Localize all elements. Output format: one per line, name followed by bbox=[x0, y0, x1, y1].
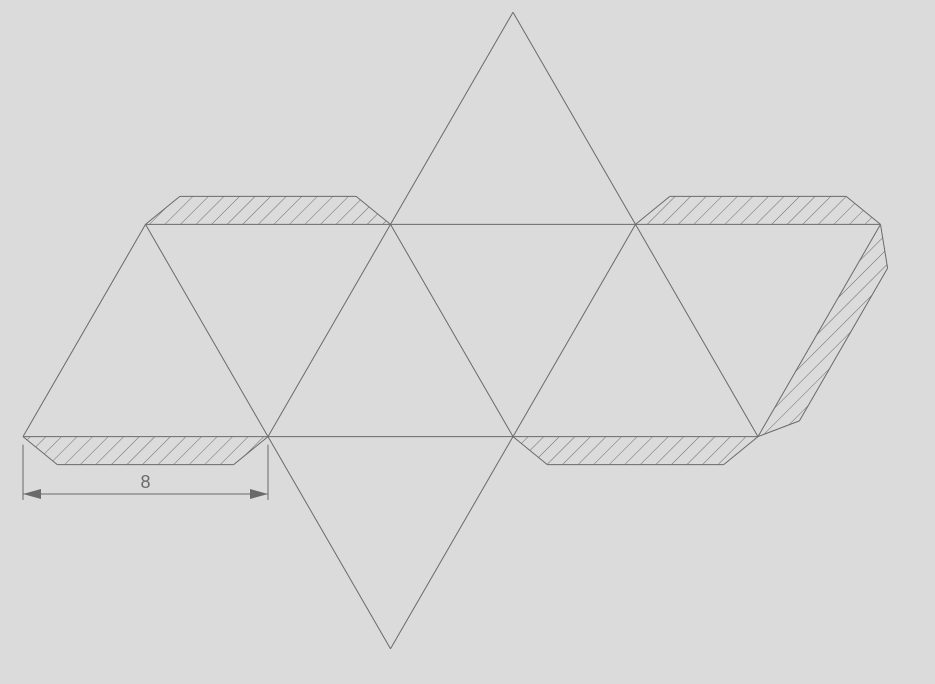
glue-tab bbox=[758, 224, 888, 436]
net-edges bbox=[23, 12, 881, 649]
dimension-value: 8 bbox=[140, 472, 150, 492]
octahedron-net-diagram: 8 bbox=[0, 0, 935, 684]
glue-tab bbox=[513, 437, 758, 465]
glue-tab bbox=[636, 196, 881, 224]
glue-tab bbox=[23, 437, 268, 465]
glue-tab bbox=[146, 196, 391, 224]
